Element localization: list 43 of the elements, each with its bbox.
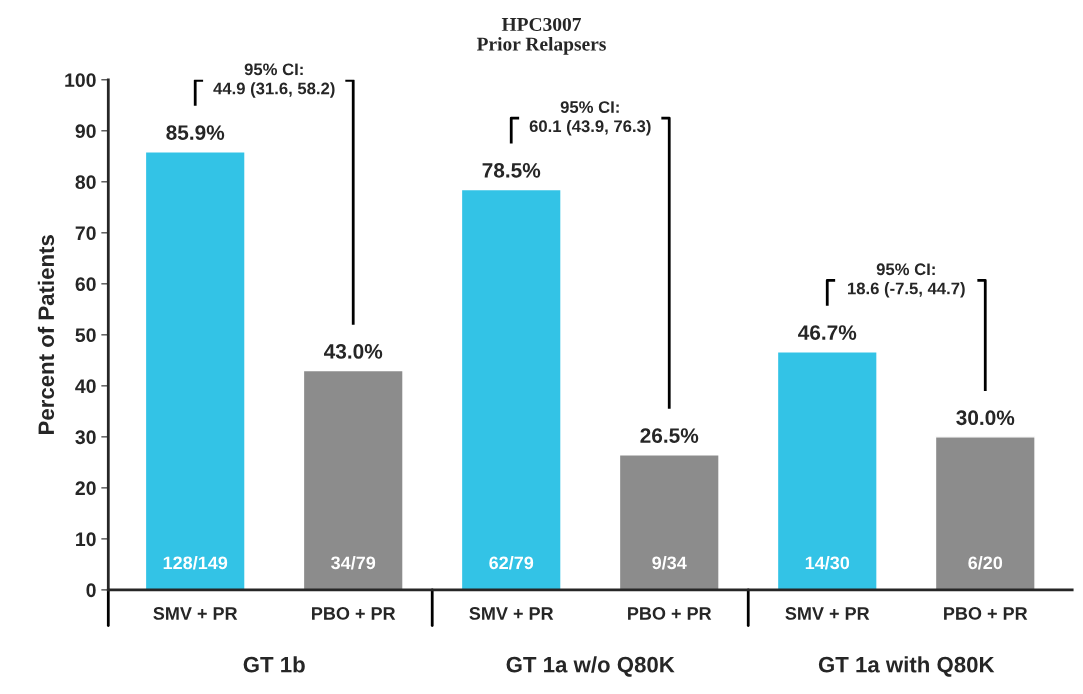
annotation: 34/79: [331, 555, 376, 570]
text: GT 1b: [243, 656, 305, 673]
y-tick-label: 10: [76, 532, 96, 547]
x-tick-label: SMV + PR: [469, 607, 554, 620]
annotation: 6/20: [968, 555, 1003, 570]
annotation: 95% CI: 44.9 (31.6, 58.2): [213, 63, 335, 98]
data-label: 30.0%: [956, 410, 1015, 426]
data-label: 43.0%: [324, 344, 383, 359]
y-tick-label: 100: [65, 73, 96, 88]
text: GT 1a w/o Q80K: [506, 656, 675, 677]
x-tick-label: SMV + PR: [153, 607, 238, 620]
data-label: 78.5%: [482, 162, 541, 178]
bar: [144, 151, 246, 590]
x-tick-label: PBO + PR: [628, 607, 712, 620]
bar: [618, 454, 720, 590]
annotation: 14/30: [805, 555, 850, 570]
text: GT 1a with Q80K: [818, 656, 995, 677]
annotation: 9/34: [652, 555, 687, 570]
x-tick-label: PBO + PR: [312, 607, 396, 620]
y-tick-label: 40: [75, 379, 96, 394]
chart-title: HPC3007 Prior Relapsers: [476, 17, 606, 55]
data-label: 46.7%: [798, 325, 857, 340]
annotation: 128/149: [163, 555, 228, 570]
bar: [460, 188, 562, 590]
y-axis-title: Percent of Patients: [37, 235, 55, 435]
data-label: 26.5%: [640, 428, 699, 443]
x-tick-label: SMV + PR: [785, 607, 870, 620]
y-tick-label: 50: [75, 328, 96, 343]
annotation: 95% CI: 60.1 (43.9, 76.3): [529, 101, 651, 136]
annotation: 62/79: [489, 555, 534, 570]
y-tick-label: 30: [75, 430, 96, 445]
data-label: 85.9%: [166, 125, 225, 140]
bar: [302, 369, 404, 590]
bar: [776, 350, 878, 590]
y-tick-label: 70: [75, 226, 96, 241]
bar: [934, 436, 1036, 590]
y-tick-label: 60: [75, 277, 96, 292]
y-tick-label: 20: [75, 481, 96, 496]
y-tick-label: 80: [75, 175, 96, 190]
y-tick-label: 90: [75, 124, 96, 139]
annotation: 95% CI: 18.6 (-7.5, 44.7): [848, 263, 965, 298]
y-tick-label: 0: [86, 583, 96, 598]
x-tick-label: PBO + PR: [944, 607, 1028, 620]
